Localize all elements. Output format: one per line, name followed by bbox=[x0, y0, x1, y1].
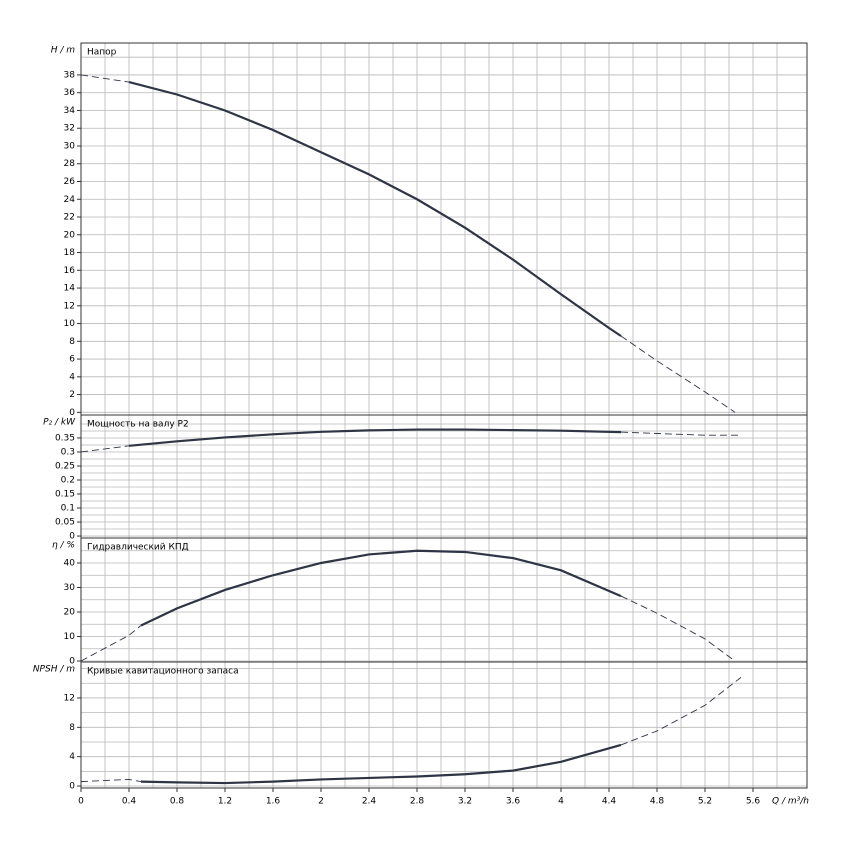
x-tick-label: 0.4 bbox=[122, 797, 137, 807]
x-tick-label: 3.2 bbox=[458, 797, 472, 807]
y-tick-label: 40 bbox=[64, 558, 76, 568]
panel-title: Гидравлический КПД bbox=[87, 543, 189, 553]
y-tick-label: 0 bbox=[69, 782, 75, 792]
y-tick-label: 30 bbox=[64, 583, 76, 593]
x-tick-label: 4 bbox=[558, 797, 564, 807]
y-tick-label: 24 bbox=[64, 195, 76, 205]
curve bbox=[140, 743, 622, 785]
panel-title: Кривые кавитационного запаса bbox=[87, 667, 239, 677]
curve bbox=[80, 778, 142, 783]
y-tick-label: 30 bbox=[64, 141, 76, 151]
y-tick-label: 0.1 bbox=[61, 504, 75, 514]
curve bbox=[80, 445, 130, 453]
x-tick-label: 1.2 bbox=[218, 797, 232, 807]
curve bbox=[128, 428, 622, 447]
y-tick-label: 36 bbox=[64, 88, 76, 98]
y-tick-label: 32 bbox=[64, 124, 75, 134]
y-tick-label: 28 bbox=[64, 159, 76, 169]
x-tick-label: 4.4 bbox=[602, 797, 617, 807]
panel-frame bbox=[80, 414, 808, 539]
y-tick-label: 34 bbox=[64, 106, 76, 116]
y-axis-label: H / m bbox=[51, 46, 76, 56]
x-tick-label: 5.2 bbox=[698, 797, 712, 807]
y-tick-label: 12 bbox=[64, 693, 75, 703]
curve bbox=[80, 625, 142, 662]
curve bbox=[620, 431, 741, 436]
y-axis-label: P₂ / kW bbox=[43, 418, 76, 428]
x-tick-label: 1.6 bbox=[266, 797, 281, 807]
y-tick-label: 10 bbox=[64, 632, 76, 642]
y-tick-label: 20 bbox=[64, 608, 76, 618]
y-tick-label: 0.15 bbox=[55, 490, 75, 500]
y-tick-label: 0 bbox=[69, 408, 75, 418]
x-axis-label: Q / m³/h bbox=[772, 797, 809, 807]
curve bbox=[620, 677, 742, 746]
x-tick-label: 4.8 bbox=[650, 797, 665, 807]
y-tick-label: 16 bbox=[64, 266, 76, 276]
y-tick-label: 0 bbox=[69, 657, 75, 667]
y-tick-label: 0.2 bbox=[61, 476, 75, 486]
y-axis-label: NPSH / m bbox=[33, 665, 75, 675]
y-tick-label: 14 bbox=[64, 284, 76, 294]
panel-frame bbox=[80, 661, 808, 789]
curve bbox=[128, 80, 622, 337]
y-tick-label: 4 bbox=[69, 372, 75, 382]
x-tick-label: 2.4 bbox=[362, 797, 377, 807]
panel-title: Мощность на валу P2 bbox=[87, 420, 189, 430]
y-axis-label: η / % bbox=[52, 541, 75, 551]
y-tick-label: 26 bbox=[64, 177, 76, 187]
y-tick-label: 8 bbox=[69, 337, 75, 347]
y-tick-label: 22 bbox=[64, 213, 75, 223]
y-tick-label: 38 bbox=[64, 70, 76, 80]
y-tick-label: 8 bbox=[69, 723, 75, 733]
y-tick-label: 4 bbox=[69, 752, 75, 762]
y-tick-label: 10 bbox=[64, 319, 76, 329]
y-tick-label: 20 bbox=[64, 230, 76, 240]
y-tick-label: 6 bbox=[69, 355, 75, 365]
x-tick-label: 0 bbox=[78, 797, 84, 807]
y-tick-label: 18 bbox=[64, 248, 76, 258]
y-tick-label: 0.3 bbox=[61, 447, 75, 457]
curve bbox=[620, 335, 736, 413]
y-tick-label: 12 bbox=[64, 301, 75, 311]
y-tick-label: 0.05 bbox=[55, 518, 75, 528]
curve bbox=[140, 549, 622, 627]
panel-title: Напор bbox=[87, 48, 117, 58]
y-tick-label: 0.25 bbox=[55, 461, 75, 471]
x-tick-label: 5.6 bbox=[746, 797, 761, 807]
y-tick-label: 0.35 bbox=[55, 433, 75, 443]
y-tick-label: 0 bbox=[69, 532, 75, 542]
x-tick-label: 0.8 bbox=[170, 797, 185, 807]
y-tick-label: 2 bbox=[69, 390, 75, 400]
curve bbox=[620, 595, 736, 662]
x-tick-label: 2.8 bbox=[410, 797, 425, 807]
curve bbox=[80, 74, 130, 83]
x-tick-label: 2 bbox=[318, 797, 324, 807]
x-tick-label: 3.6 bbox=[506, 797, 521, 807]
